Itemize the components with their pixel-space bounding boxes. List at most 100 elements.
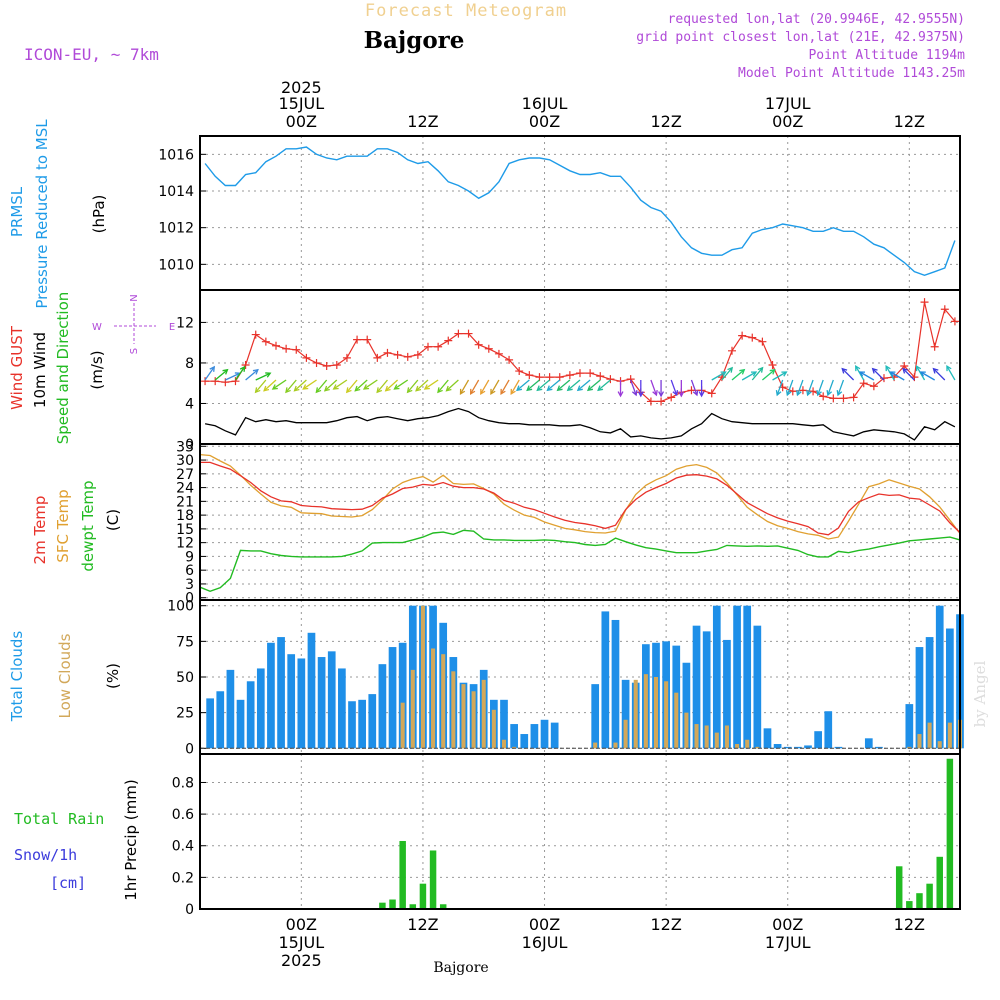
gust-marker (231, 377, 240, 386)
gust-marker (201, 377, 210, 386)
requested-coords: requested lon,lat (20.9946E, 42.9555N) (668, 12, 965, 27)
pressure-line (204, 146, 956, 277)
gust-marker (555, 373, 564, 382)
wind-arrow (817, 379, 824, 396)
wind-arrow (415, 379, 429, 392)
total-cloud-bar (520, 734, 529, 749)
wind-arrow (363, 379, 378, 390)
wind-arrowhead (384, 385, 391, 392)
precip-panel: 0 0.2 0.4 0.6 0.8 (172, 753, 961, 918)
wind-arrowhead (252, 368, 259, 375)
panel-frame (199, 443, 961, 601)
wind-arrow (272, 379, 287, 390)
wind-arrowhead (254, 387, 261, 394)
wind-arrowhead (285, 387, 291, 394)
total-cloud-bar (287, 654, 296, 749)
gust-marker (535, 373, 544, 382)
panel-frame (199, 753, 961, 910)
wind-unit: (m/s) (88, 350, 106, 389)
gust-marker (261, 337, 270, 346)
wind-arrow (376, 379, 388, 393)
wind-arrowhead (345, 387, 352, 394)
wind-arrow (837, 379, 845, 396)
total-cloud-bar (398, 642, 407, 749)
low-cloud-bar (471, 691, 476, 749)
gust-marker (434, 342, 443, 351)
ytick-label: 12 (176, 536, 194, 552)
wind-arrowhead (672, 389, 679, 397)
gust-marker (829, 394, 838, 403)
total-cloud-bar (905, 704, 914, 749)
total-cloud-bar (540, 719, 549, 749)
wind-arrowhead (836, 389, 843, 397)
wind-arrow (302, 379, 317, 390)
top-date-label: 16JUL (522, 94, 568, 113)
pressure-panel: 1010 1012 1014 1016 (158, 135, 961, 291)
total-cloud-bar (256, 668, 265, 749)
wind-arrowhead (826, 389, 833, 397)
gust-marker (576, 369, 584, 378)
gust-marker (565, 371, 574, 380)
gust-marker (859, 379, 868, 388)
total-cloud-bar (388, 647, 397, 749)
ytick-label: 0 (185, 591, 194, 607)
wind-arrowhead (362, 384, 370, 390)
ytick-label: 6 (185, 563, 194, 579)
wind-arrow (587, 379, 601, 391)
top-year-label: 2025 (281, 78, 322, 97)
bottom-hour-label: 00Z (772, 915, 803, 934)
wind-arrowhead (750, 371, 758, 377)
total-cloud-bar (601, 611, 610, 749)
gust-marker (302, 353, 311, 362)
wind-arrowhead (323, 385, 330, 392)
wind-arrowhead (915, 364, 922, 372)
gust-marker (363, 335, 372, 344)
bottom-hour-label: 00Z (286, 915, 317, 934)
wind-arrowhead (209, 365, 216, 372)
wind-arrowhead (437, 387, 443, 394)
gust-marker (869, 382, 878, 391)
low-cloud-bar (410, 669, 415, 749)
wind-arrowhead (692, 389, 699, 397)
rain-bar (906, 901, 913, 909)
wind-arrowhead (526, 385, 533, 392)
wind-arrow (776, 379, 784, 396)
wind-arrow (751, 367, 764, 381)
ytick-label: 15 (176, 522, 194, 538)
gust-marker (515, 367, 524, 376)
wind-arrowhead (637, 391, 644, 398)
wind-arrowhead (536, 385, 543, 392)
total-rain-label: Total Rain (14, 810, 104, 828)
ytick-label: 0 (185, 437, 194, 453)
rain-bar (439, 904, 447, 909)
gust-marker (464, 329, 473, 338)
wind-arrow (354, 379, 368, 392)
snow-label: Snow/1h (14, 846, 77, 864)
gust-marker (738, 331, 747, 340)
wind-arrowhead (354, 385, 361, 392)
total-cloud-bar (307, 632, 316, 749)
wind-arrowhead (720, 371, 727, 377)
low-cloud-bar (512, 746, 517, 749)
rain-bar (946, 758, 954, 909)
ytick-label: 21 (176, 494, 194, 510)
wind-arrowhead (698, 391, 705, 398)
bottom-date-label: 15JUL (278, 933, 324, 952)
rain-bar (936, 856, 943, 909)
gust-marker (444, 336, 453, 345)
dew-label: dewpt Temp (79, 480, 97, 571)
gust-marker (606, 375, 615, 384)
low-cloud-bar (714, 732, 719, 749)
ytick-label: 4 (185, 396, 194, 412)
low-cloud-bar (633, 679, 638, 749)
ytick-label: 1012 (158, 221, 194, 237)
total-cloud-bar (702, 631, 711, 749)
wind-arrow (385, 379, 399, 392)
ytick-label: 25 (176, 706, 194, 722)
total-clouds-label: Total Clouds (8, 631, 26, 723)
total-cloud-bar (277, 637, 285, 749)
gust-marker (272, 341, 280, 350)
low-cloud-bar (907, 746, 912, 749)
